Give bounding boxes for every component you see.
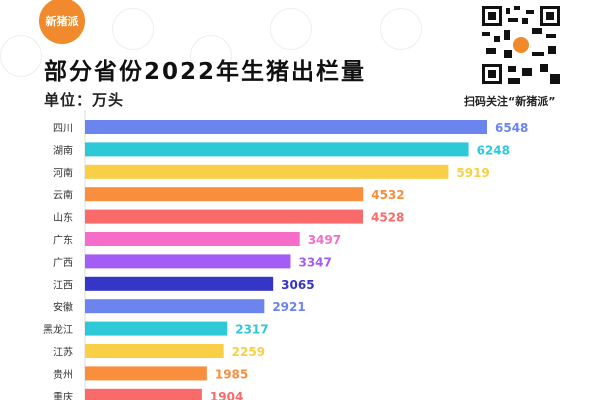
value-label: 2317 [235,323,268,337]
watermark [270,8,312,50]
value-label: 3065 [281,278,314,292]
bar [85,142,469,157]
value-label: 3497 [308,233,341,247]
category-label: 云南 [53,189,73,202]
category-label: 广西 [53,257,73,269]
value-label: 3347 [298,255,331,269]
qr-code-icon [482,6,560,84]
value-label: 5919 [456,166,489,180]
bar [85,120,487,134]
bar [85,187,364,202]
category-label: 江苏 [53,346,73,359]
watermark [380,8,422,50]
category-label: 安徽 [53,301,73,314]
value-label: 4532 [371,188,404,202]
logo: 新猪派 [39,0,85,44]
qr-caption: 扫码关注“新猪派” [464,95,556,108]
category-label: 河南 [53,166,73,179]
value-label: 1904 [210,390,243,400]
bar [85,388,202,400]
category-label: 四川 [53,124,73,135]
category-label: 江西 [53,279,73,291]
category-label: 黑龙江 [43,323,73,336]
category-label: 重庆 [53,390,73,400]
bar [85,232,300,246]
category-label: 湖南 [53,144,73,157]
bar [85,164,449,179]
bar [85,321,228,336]
value-label: 4528 [371,211,404,225]
value-label: 2259 [232,345,265,359]
category-label: 贵州 [53,368,73,381]
watermark [112,8,154,50]
unit-label: 单位：万头 [44,91,125,109]
bar [85,276,274,291]
value-label: 2921 [272,300,305,314]
page-title: 部分省份2022年生猪出栏量 [44,59,367,85]
bar [85,344,224,358]
bar-chart: 四川 6548 湖南 6248 河南 5919 云南 4532 山东 4528 广东 3497 广西 33… [43,110,528,400]
bar [85,366,207,381]
value-label: 6548 [495,121,528,135]
watermark [0,35,42,77]
watermark [190,35,232,77]
bar [85,209,363,224]
value-label: 1985 [215,367,248,381]
category-label: 山东 [53,211,73,224]
value-label: 6248 [477,143,510,157]
bar [85,254,291,269]
bar [85,299,265,314]
category-label: 广东 [53,234,73,247]
